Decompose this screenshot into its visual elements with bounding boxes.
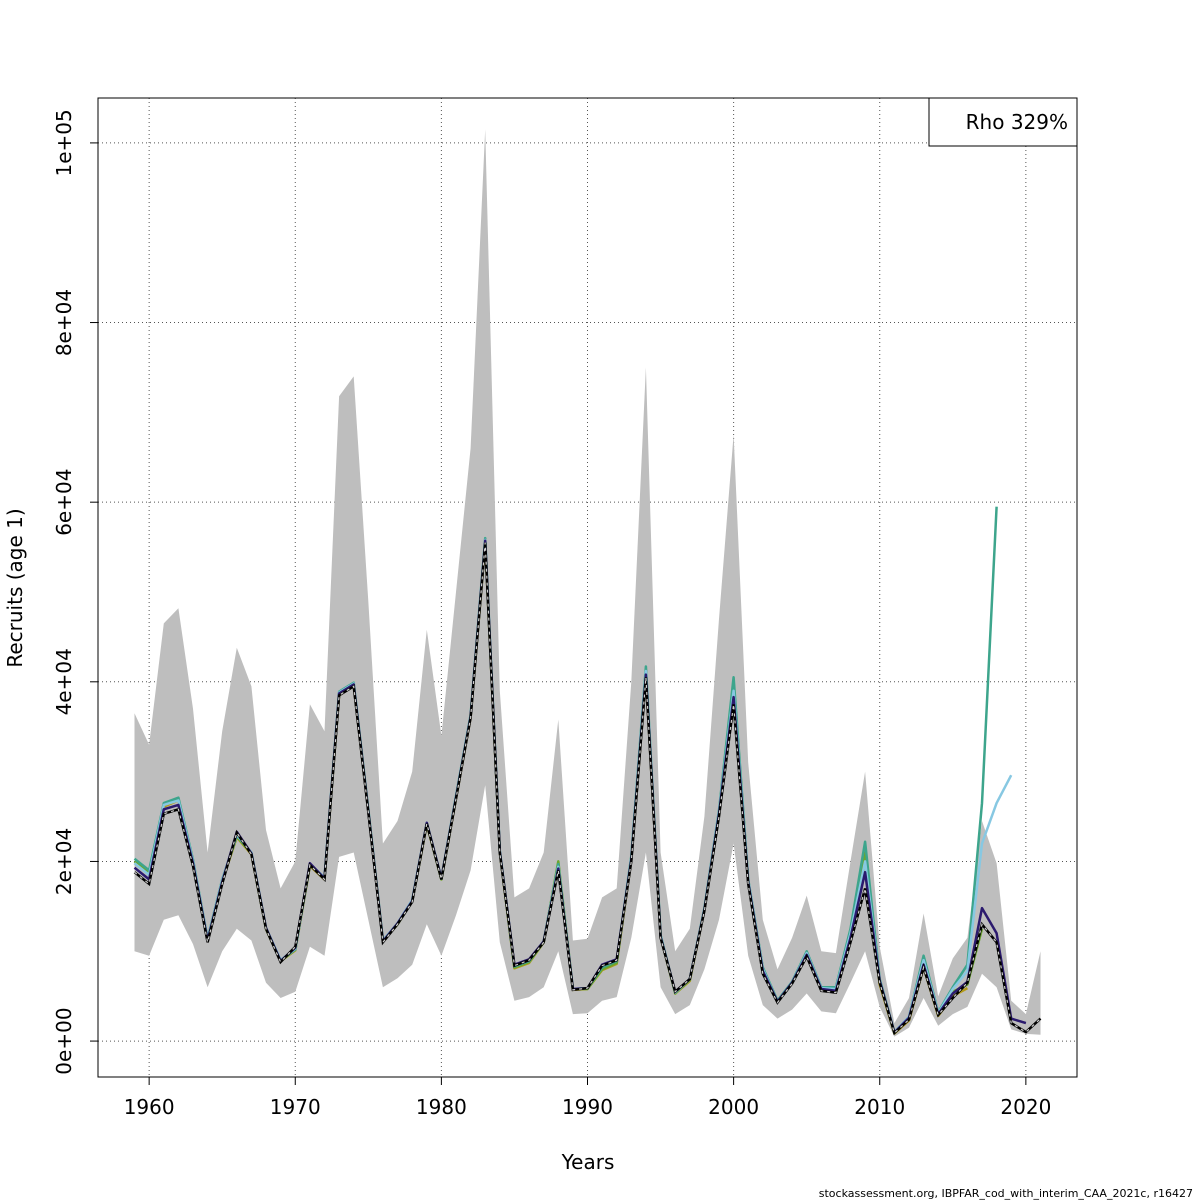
legend-text: Rho 329% (966, 110, 1068, 134)
legend: Rho 329% (928, 97, 1078, 147)
series-line-full-dash (134, 542, 1041, 1035)
x-tick-label-2: 1980 (416, 1095, 467, 1119)
x-axis-title: Years (561, 1150, 615, 1174)
y-tick-label-1: 2e+04 (52, 828, 76, 895)
legend-box (928, 97, 1078, 147)
confidence-band (134, 129, 1041, 1037)
x-tick-label-4: 2000 (708, 1095, 759, 1119)
x-tick-label-0: 1960 (124, 1095, 175, 1119)
footer-credit: stockassessment.org, IBPFAR_cod_with_int… (819, 1187, 1193, 1200)
x-tick-label-1: 1970 (270, 1095, 321, 1119)
y-axis-title: Recruits (age 1) (3, 508, 27, 667)
series-group (133, 506, 1042, 1036)
confidence-band-group (134, 129, 1041, 1037)
y-axis: 0e+00 2e+04 4e+04 6e+04 8e+04 1e+05 (52, 109, 99, 1075)
y-tick-label-0: 0e+00 (52, 1007, 76, 1074)
x-tick-label-3: 1990 (562, 1095, 613, 1119)
x-tick-label-5: 2010 (854, 1095, 905, 1119)
y-tick-label-3: 6e+04 (52, 469, 76, 536)
x-tick-label-6: 2020 (1000, 1095, 1051, 1119)
y-tick-label-5: 1e+05 (52, 109, 76, 176)
y-tick-label-2: 4e+04 (52, 648, 76, 715)
y-tick-label-4: 8e+04 (52, 289, 76, 356)
x-axis: 1960 1970 1980 1990 2000 2010 2020 (124, 1076, 1051, 1119)
